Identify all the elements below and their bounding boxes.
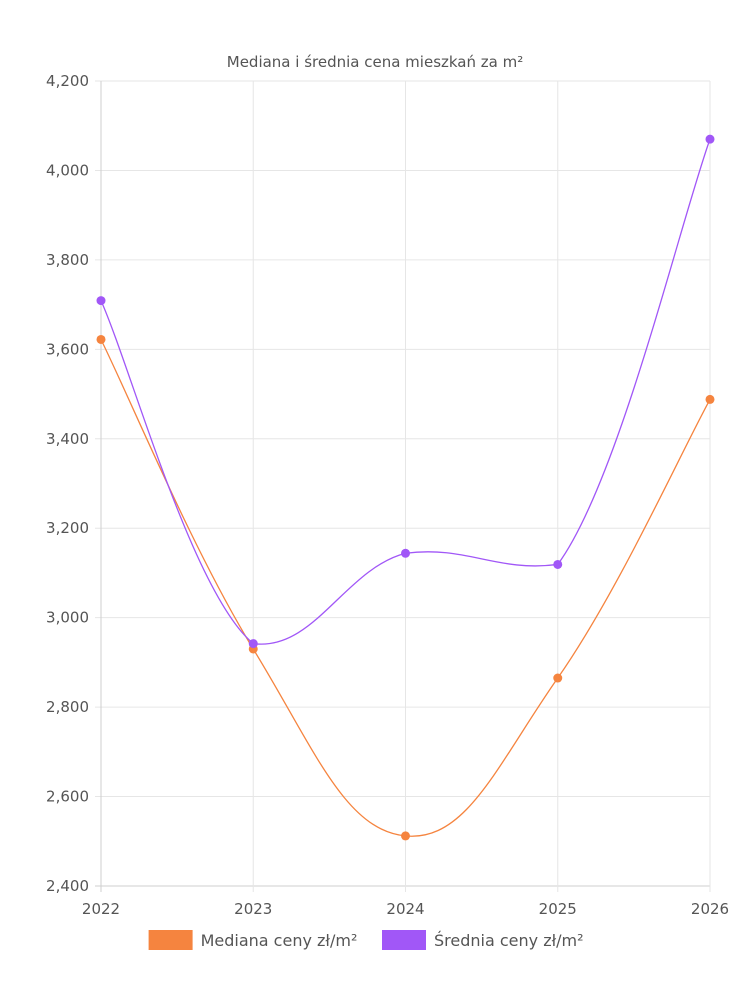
data-point bbox=[705, 134, 715, 144]
x-tick-label: 2023 bbox=[234, 900, 272, 918]
legend-item-2: Średnia ceny zł/m² bbox=[382, 930, 584, 950]
data-point bbox=[248, 639, 258, 649]
y-tick-label: 3,600 bbox=[46, 340, 89, 358]
axes: 2,400 2,600 2,800 3,000 3,200 3,400 3,600 3,800… bbox=[46, 72, 729, 918]
y-tick-label: 4,000 bbox=[46, 161, 89, 179]
legend-swatch bbox=[148, 930, 193, 950]
y-tick-label: 3,000 bbox=[46, 609, 89, 627]
legend-swatch bbox=[382, 930, 426, 950]
y-tick-label: 3,800 bbox=[46, 251, 89, 269]
y-tick-label: 2,600 bbox=[46, 788, 89, 806]
series-2 bbox=[96, 134, 715, 649]
legend: Mediana ceny zł/m² Średnia ceny zł/m² bbox=[148, 930, 584, 950]
legend-item-1: Mediana ceny zł/m² bbox=[148, 930, 358, 950]
series-layer bbox=[96, 134, 715, 841]
y-tick-label: 4,200 bbox=[46, 72, 89, 90]
x-tick-label: 2026 bbox=[691, 900, 729, 918]
data-point bbox=[401, 831, 410, 841]
y-tick-label: 2,800 bbox=[46, 698, 89, 716]
data-point bbox=[96, 334, 106, 344]
data-point bbox=[705, 394, 715, 404]
legend-label: Mediana ceny zł/m² bbox=[201, 931, 358, 950]
y-tick-label: 3,200 bbox=[46, 519, 89, 537]
data-point bbox=[401, 548, 410, 558]
grid bbox=[95, 80, 711, 892]
x-tick-label: 2022 bbox=[82, 900, 120, 918]
chart-title: Mediana i średnia cena mieszkań za m² bbox=[227, 53, 523, 71]
data-point bbox=[553, 673, 563, 683]
data-point bbox=[96, 296, 106, 306]
legend-label: Średnia ceny zł/m² bbox=[434, 931, 584, 950]
x-tick-label: 2025 bbox=[539, 900, 577, 918]
data-point bbox=[553, 559, 563, 569]
y-tick-label: 3,400 bbox=[46, 430, 89, 448]
y-tick-label: 2,400 bbox=[46, 877, 89, 895]
x-tick-label: 2024 bbox=[386, 900, 424, 918]
